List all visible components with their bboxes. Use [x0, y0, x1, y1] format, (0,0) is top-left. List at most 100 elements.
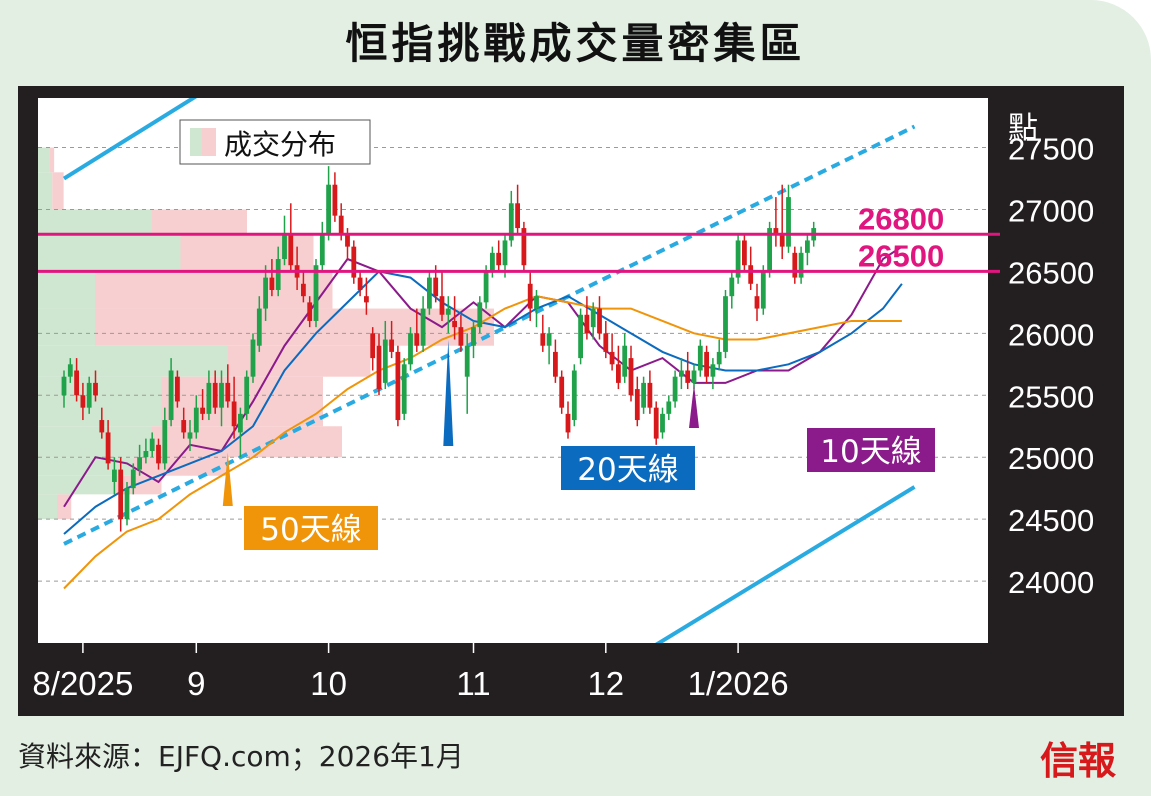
volume-bar-down [228, 345, 371, 377]
ma-label-box [807, 428, 935, 472]
x-tick-label: 11 [456, 665, 490, 702]
volume-bar-up [38, 308, 95, 346]
candle-body [187, 432, 193, 439]
candle-body [433, 277, 439, 297]
candle-body [723, 296, 728, 352]
candle-body [710, 364, 716, 377]
candle-body [301, 283, 306, 297]
candle-body [156, 444, 161, 464]
candle-body [483, 271, 489, 303]
candle-body [175, 376, 180, 402]
candle-body [143, 451, 149, 458]
candle-body [357, 277, 363, 290]
ma-callout-pointer [443, 339, 454, 446]
candle-body [112, 469, 117, 482]
legend: 成交分布 [179, 119, 371, 165]
candle-body [332, 184, 338, 216]
candle-body [735, 240, 741, 278]
candle-body [395, 351, 401, 421]
candle-body [288, 234, 294, 266]
source-note: 資料來源：EJFQ.com；2026年1月 [18, 740, 464, 773]
candle-body [307, 302, 313, 321]
candle-body [477, 302, 483, 328]
candle-body [275, 259, 281, 290]
candle-body [760, 271, 766, 309]
volume-bar-up [38, 426, 152, 458]
candle-body [445, 308, 451, 315]
volume-bar-down [95, 308, 494, 346]
y-tick-label: 26000 [1008, 317, 1094, 352]
y-tick-label: 27000 [1008, 193, 1094, 228]
volume-bar-up [38, 172, 53, 210]
candle-body [704, 351, 709, 377]
candle-body [666, 401, 672, 414]
candle-body [534, 296, 539, 309]
candle-body [546, 333, 552, 346]
x-tick-label: 1/2026 [688, 665, 789, 702]
candle-body [193, 407, 199, 433]
candle-body [256, 308, 262, 346]
legend-swatch-down [202, 128, 216, 156]
candle-body [515, 203, 520, 229]
ma-line-2 [63, 270, 903, 535]
candle-body [773, 228, 779, 235]
volume-bar-up [38, 271, 95, 309]
volume-bar-up [38, 345, 228, 377]
candle-body [338, 215, 344, 235]
ma-label: 10天線 [820, 434, 921, 470]
candle-body [540, 333, 546, 346]
candle-body [685, 370, 691, 383]
y-tick-label: 25500 [1008, 379, 1094, 414]
candle-body [660, 413, 665, 433]
y-tick-label: 25000 [1008, 441, 1094, 476]
candle-body [99, 420, 105, 433]
x-tick-label: 9 [187, 665, 205, 702]
candle-body [370, 333, 376, 359]
candle-body [471, 327, 476, 346]
candle-body [130, 469, 136, 489]
ma-label: 50天線 [260, 512, 361, 548]
candle-body [641, 382, 646, 408]
candle-body [603, 333, 609, 352]
resistance-label-26500: 26500 [858, 238, 944, 273]
candle-body [149, 438, 155, 452]
candle-body [439, 296, 445, 315]
candle-body [238, 413, 243, 433]
volume-bar-up [38, 376, 162, 427]
legend-label: 成交分布 [224, 128, 336, 161]
ma-label-box [561, 446, 695, 490]
y-tick-label: 26500 [1008, 255, 1094, 290]
plot-group [38, 98, 988, 643]
candle-body [401, 364, 407, 414]
candle-body [578, 314, 583, 359]
candle-body [382, 339, 388, 383]
candle-body [584, 314, 590, 334]
candle-body [716, 351, 722, 365]
candle-body [376, 345, 382, 390]
candle-body [805, 240, 810, 253]
candle-body [61, 376, 67, 396]
candle-body [225, 382, 231, 402]
volume-bar-up [38, 475, 114, 495]
candle-body [244, 376, 250, 414]
candle-body [553, 351, 558, 377]
ma-label: 20天線 [577, 452, 678, 488]
volume-bar-up [38, 147, 50, 173]
volume-bar-up [38, 494, 57, 520]
candle-body [93, 382, 98, 396]
ma-line-1 [63, 245, 903, 508]
candle-body [590, 308, 596, 328]
x-tick-label: 12 [587, 665, 624, 702]
candle-body [521, 228, 527, 266]
candle-body [269, 277, 275, 290]
candle-body [464, 345, 470, 377]
candle-body [748, 265, 754, 284]
candle-body [389, 339, 394, 352]
trendline-lower-channel [655, 485, 916, 643]
candle-body [527, 283, 533, 309]
x-tick-label: 10 [310, 665, 347, 702]
candle-body [162, 420, 168, 464]
candle-body [622, 345, 628, 377]
candlestick-chart: 24000 24500 25000 25500 26000 26500 27000 27500… [32, 98, 1094, 702]
candle-body [628, 358, 634, 396]
